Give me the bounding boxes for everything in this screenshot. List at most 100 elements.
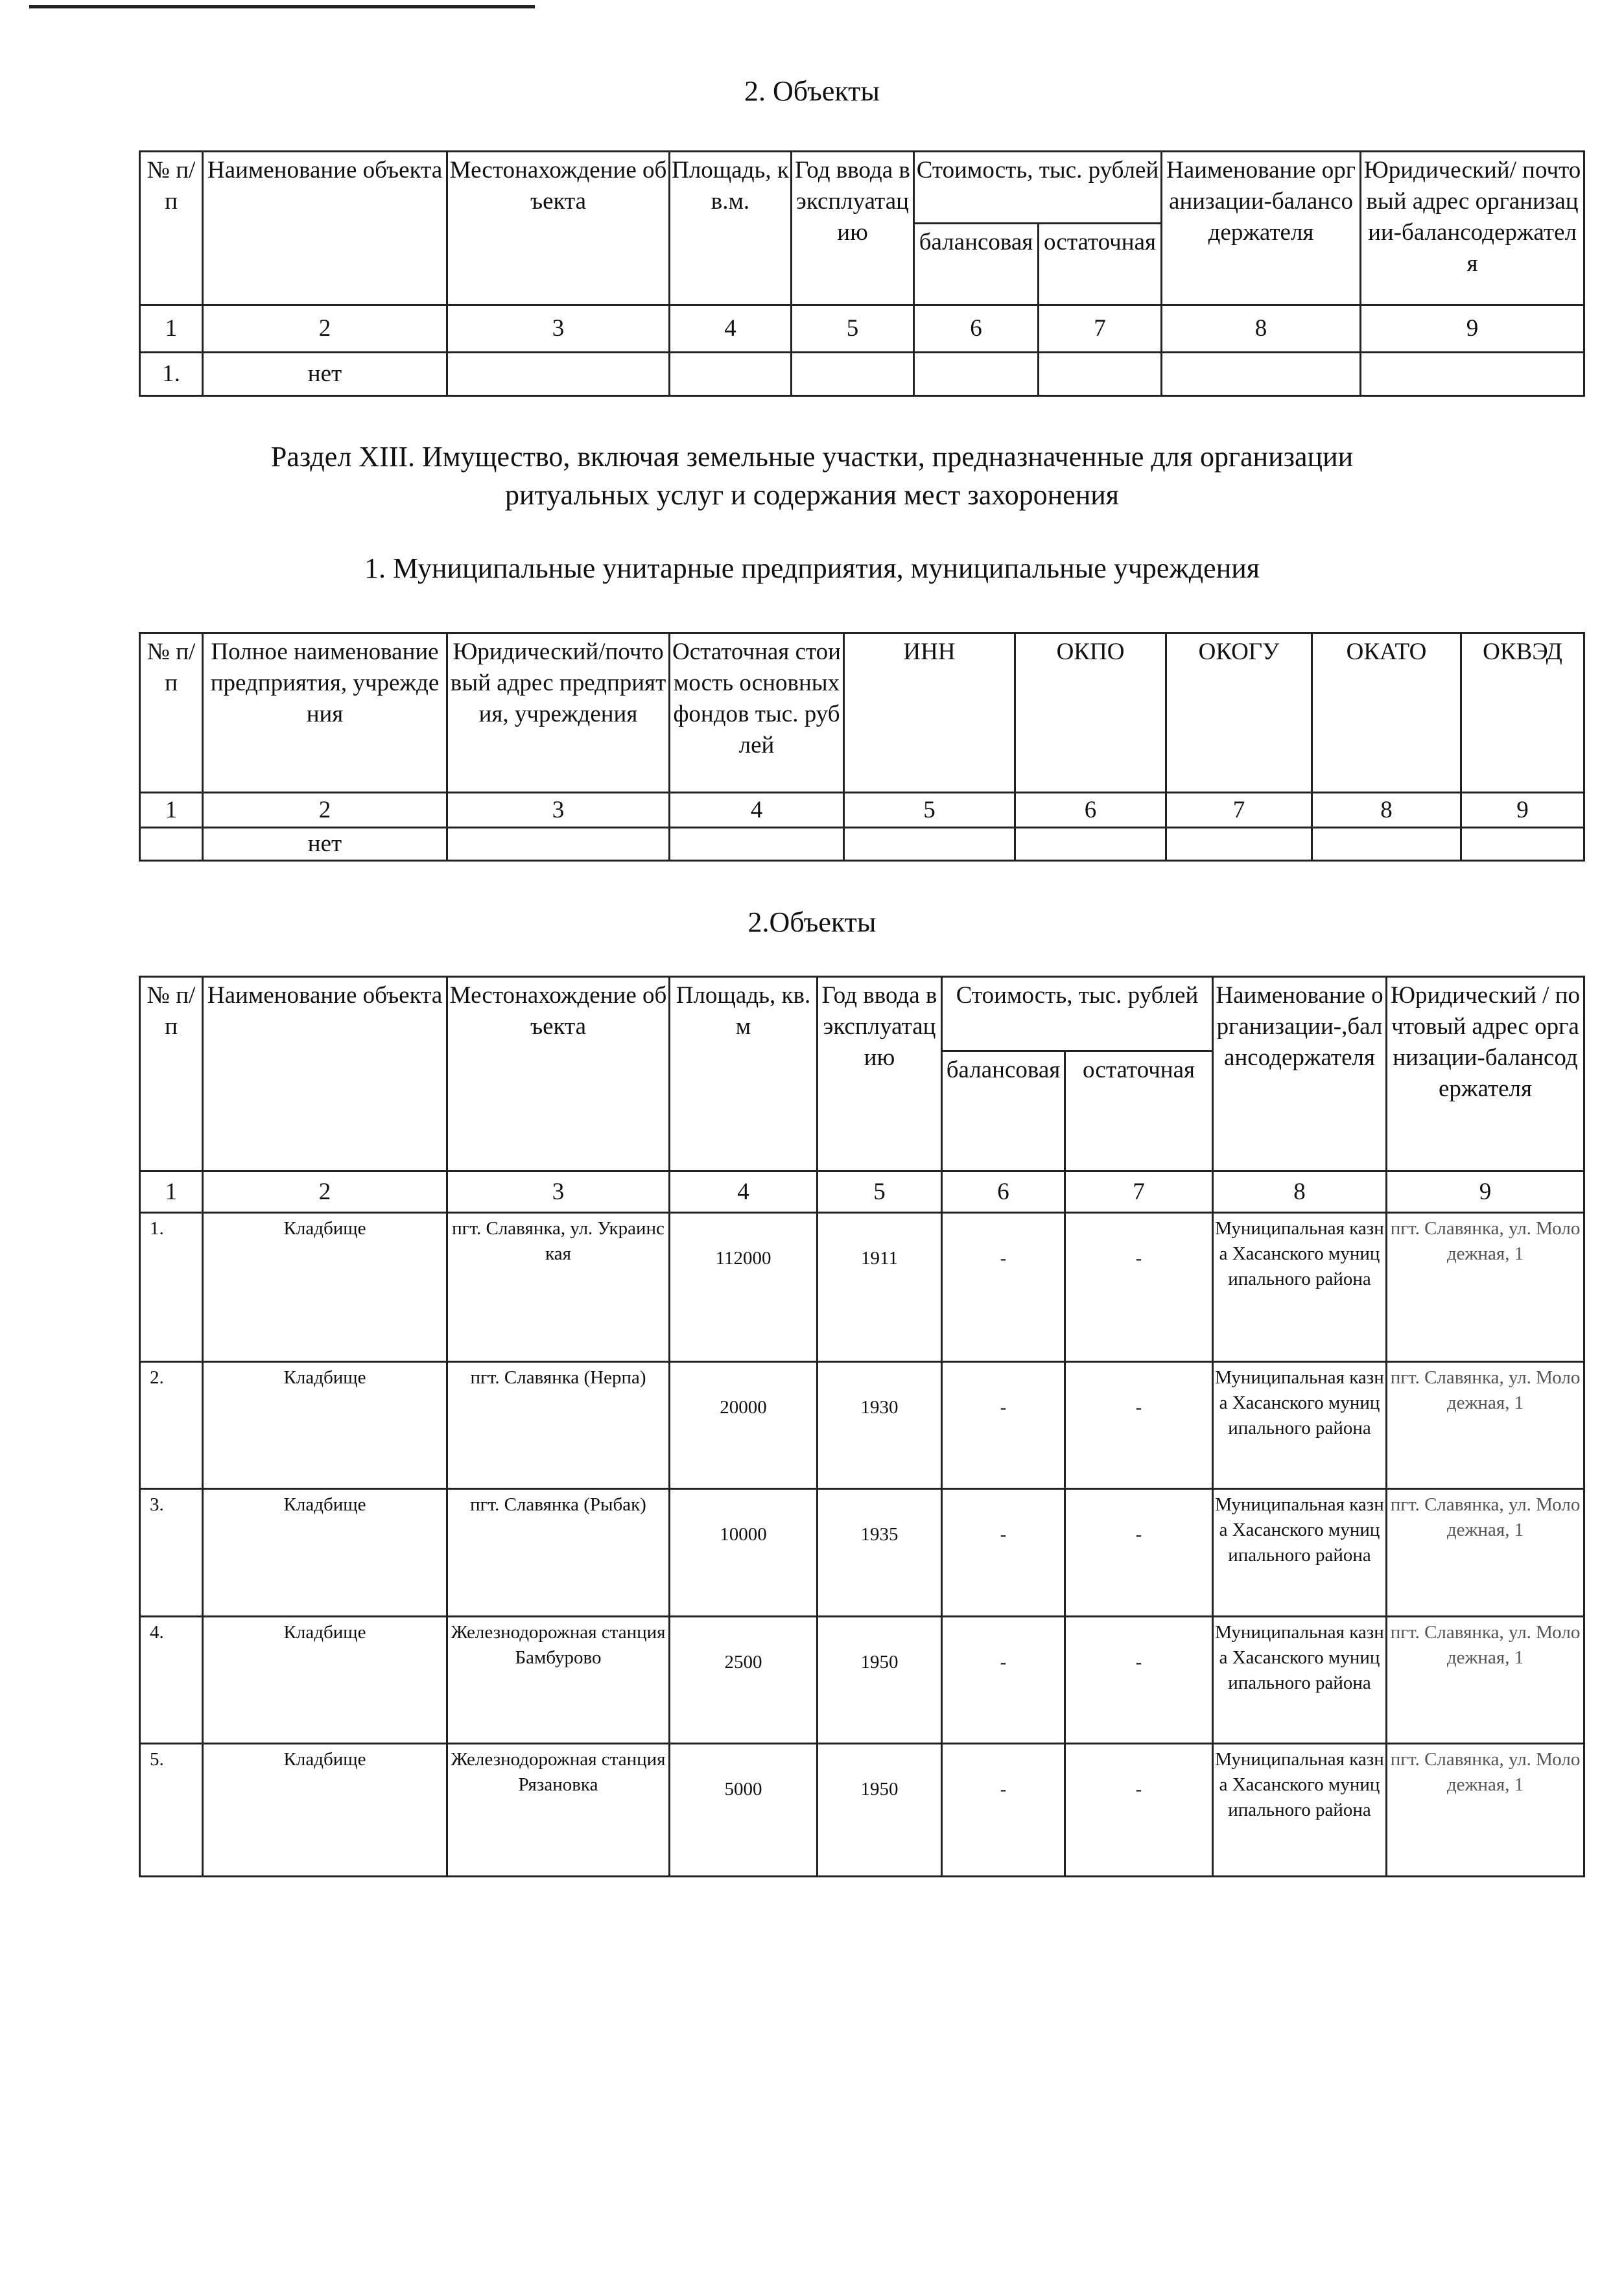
row-area: 112000	[668, 1212, 818, 1363]
row-holder: Муниципальная казна Хасанского муниципал…	[1212, 1743, 1388, 1877]
col-num: 1	[139, 1170, 204, 1214]
column-number-row: 1 2 3 4 5 6 7 8 9	[139, 1170, 1586, 1214]
enterprises-subtitle: 1. Муниципальные унитарные предприятия, …	[364, 552, 1260, 584]
col-header-holder: Наименование организации-балансодержател…	[1160, 150, 1362, 306]
objects-heading-2: 2.Объекты	[747, 906, 877, 938]
row-holder: Муниципальная казна Хасанского муниципал…	[1212, 1361, 1388, 1490]
col-header-residual-value: Остаточная стоимость основных фондов тыс…	[668, 632, 845, 793]
col-num: 6	[913, 304, 1039, 353]
col-num: 1	[139, 792, 204, 828]
col-header-holder: Наименование организации-,балансодержате…	[1212, 976, 1388, 1172]
col-num: 8	[1212, 1170, 1388, 1214]
row-residual: -	[1063, 1212, 1214, 1363]
row-balance: -	[941, 1615, 1066, 1744]
row-area: 10000	[668, 1488, 818, 1617]
col-num: 2	[202, 304, 448, 353]
col-num: 3	[446, 304, 670, 353]
table-row: нет	[139, 827, 1585, 862]
table-row: 4. Кладбище Железнодорожная станция Бамбур…	[139, 1615, 1586, 1744]
header-row: № п/п Полное наименование предприятия, у…	[139, 632, 1585, 793]
row-address: пгт. Славянка, ул. Молодежная, 1	[1385, 1212, 1586, 1363]
row-no: 2.	[139, 1361, 204, 1490]
col-header-year: Год ввода в эксплуатацию	[790, 150, 915, 306]
row-balance: -	[941, 1212, 1066, 1363]
col-num: 9	[1460, 792, 1585, 828]
row-name: Кладбище	[202, 1615, 448, 1744]
enterprises-table: № п/п Полное наименование предприятия, у…	[139, 632, 1585, 862]
row-year: 1950	[816, 1743, 943, 1877]
col-header-area: Площадь, кв. м	[668, 976, 818, 1172]
row-address: пгт. Славянка, ул. Молодежная, 1	[1385, 1615, 1586, 1744]
col-header-location: Местонахождение объекта	[446, 150, 670, 306]
col-num: 7	[1063, 1170, 1214, 1214]
scan-top-line	[29, 5, 535, 8]
col-header-okogu: ОКОГУ	[1165, 632, 1313, 793]
row-address: пгт. Славянка, ул. Молодежная, 1	[1385, 1488, 1586, 1617]
table-row: 1. нет	[139, 351, 1586, 397]
cemeteries-table: № п/п Наименование объекта Местонахожден…	[139, 976, 1586, 1877]
col-header-okato: ОКАТО	[1311, 632, 1462, 793]
row-name: Кладбище	[202, 1361, 448, 1490]
col-header-cost: Стоимость, тыс. рублей	[912, 150, 1163, 224]
row-residual: -	[1063, 1361, 1214, 1490]
objects-heading-1: 2. Объекты	[744, 75, 880, 107]
col-header-location: Местонахождение объекта	[446, 976, 670, 1172]
column-number-row: 1 2 3 4 5 6 7 8 9	[139, 304, 1586, 353]
col-header-cost: Стоимость, тыс. рублей	[940, 976, 1214, 1052]
row-name: Кладбище	[202, 1212, 448, 1363]
row-holder: Муниципальная казна Хасанского муниципал…	[1212, 1488, 1388, 1617]
row-name: Кладбище	[202, 1743, 448, 1877]
col-num: 4	[668, 792, 845, 828]
table-row: 3. Кладбище пгт. Славянка (Рыбак) 10000 1935…	[139, 1488, 1586, 1617]
col-header-area: Площадь, кв.м.	[668, 150, 792, 306]
row-year: 1911	[816, 1212, 943, 1363]
col-num: 5	[790, 304, 915, 353]
row-residual: -	[1063, 1488, 1214, 1617]
row-location: пгт. Славянка (Нерпа)	[446, 1361, 670, 1490]
col-num: 3	[446, 1170, 670, 1214]
col-header-address: Юридический / почтовый адрес организации…	[1385, 976, 1586, 1172]
col-header-residual: остаточная	[1063, 1050, 1214, 1172]
row-location: Железнодорожная станция Рязановка	[446, 1743, 670, 1877]
table-row: 5. Кладбище Железнодорожная станция Рязано…	[139, 1743, 1586, 1877]
row-location: Железнодорожная станция Бамбурово	[446, 1615, 670, 1744]
col-header-address: Юридический/ почтовый адрес организации-…	[1359, 150, 1586, 306]
col-num: 6	[941, 1170, 1066, 1214]
col-header-name: Наименование объекта	[202, 150, 448, 306]
row-residual: -	[1063, 1615, 1214, 1744]
column-number-row: 1 2 3 4 5 6 7 8 9	[139, 792, 1585, 828]
section-13-title-line2: ритуальных услуг и содержания мест захор…	[504, 479, 1120, 511]
col-num: 7	[1165, 792, 1313, 828]
col-header-year: Год ввода в эксплуатацию	[816, 976, 943, 1172]
col-header-no: № п/п	[139, 976, 204, 1172]
col-header-residual: остаточная	[1037, 222, 1163, 306]
row-address: пгт. Славянка, ул. Молодежная, 1	[1385, 1361, 1586, 1490]
row-holder: Муниципальная казна Хасанского муниципал…	[1212, 1615, 1388, 1744]
row-no: 4.	[139, 1615, 204, 1744]
col-header-okpo: ОКПО	[1014, 632, 1167, 793]
col-num: 5	[816, 1170, 943, 1214]
col-num: 1	[139, 304, 204, 353]
col-num: 7	[1037, 304, 1163, 353]
row-area: 2500	[668, 1615, 818, 1744]
row-year: 1930	[816, 1361, 943, 1490]
col-header-okved: ОКВЭД	[1460, 632, 1585, 793]
col-num: 4	[668, 1170, 818, 1214]
row-year: 1950	[816, 1615, 943, 1744]
row-no: 1.	[139, 1212, 204, 1363]
col-num: 2	[202, 792, 448, 828]
col-header-balance: балансовая	[941, 1050, 1066, 1172]
row-location: пгт. Славянка (Рыбак)	[446, 1488, 670, 1617]
col-num: 5	[843, 792, 1016, 828]
col-num: 3	[446, 792, 670, 828]
col-header-name: Наименование объекта	[202, 976, 448, 1172]
row-area: 20000	[668, 1361, 818, 1490]
col-header-no: № п/п	[139, 150, 204, 306]
row-address: пгт. Славянка, ул. Молодежная, 1	[1385, 1743, 1586, 1877]
col-header-address: Юридический/почтовый адрес предприятия, …	[446, 632, 670, 793]
col-num: 9	[1385, 1170, 1586, 1214]
row-name: Кладбище	[202, 1488, 448, 1617]
row-balance: -	[941, 1743, 1066, 1877]
row-area: 5000	[668, 1743, 818, 1877]
col-header-inn: ИНН	[843, 632, 1016, 793]
